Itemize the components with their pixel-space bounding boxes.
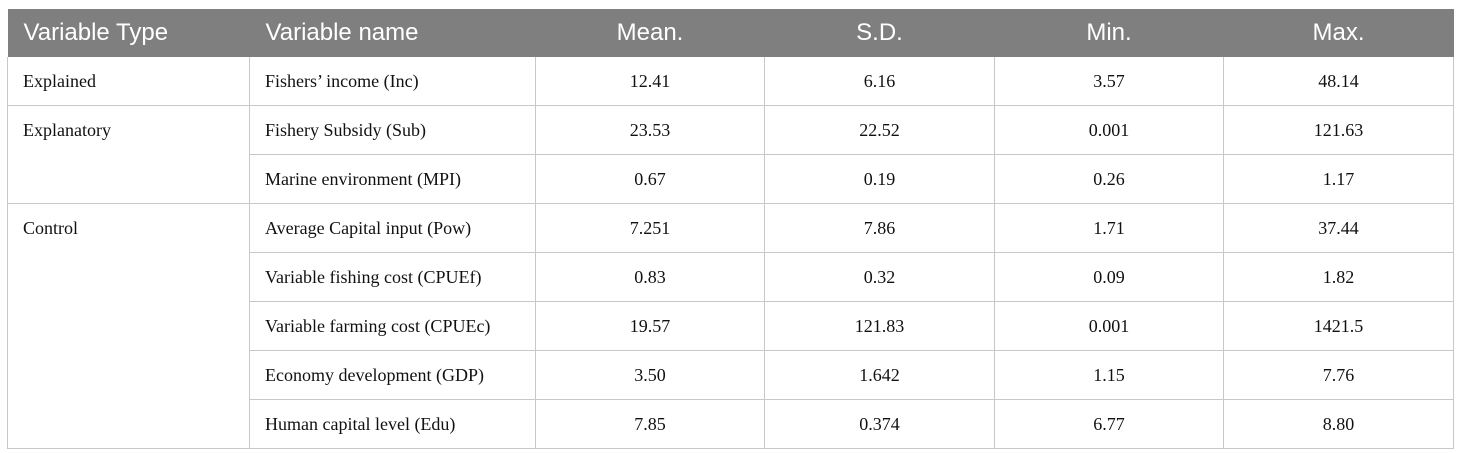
header-mean: Mean. xyxy=(535,9,765,57)
mean-cell: 7.251 xyxy=(535,203,765,253)
mean-cell: 0.83 xyxy=(535,252,765,302)
table-row: Control Average Capital input (Pow) 7.25… xyxy=(7,203,1454,253)
max-cell: 1.82 xyxy=(1223,252,1454,302)
table-row: Human capital level (Edu) 7.85 0.374 6.7… xyxy=(7,399,1454,449)
variable-name-cell: Human capital level (Edu) xyxy=(249,399,536,449)
variable-name-cell: Fishers’ income (Inc) xyxy=(249,57,536,106)
variable-name-cell: Variable farming cost (CPUEc) xyxy=(249,301,536,351)
header-max: Max. xyxy=(1223,9,1454,57)
mean-cell: 19.57 xyxy=(535,301,765,351)
table-row: Economy development (GDP) 3.50 1.642 1.1… xyxy=(7,350,1454,400)
header-sd: S.D. xyxy=(764,9,995,57)
sd-cell: 7.86 xyxy=(764,203,995,253)
table-row: Explained Fishers’ income (Inc) 12.41 6.… xyxy=(7,57,1454,106)
mean-cell: 0.67 xyxy=(535,154,765,204)
variable-type-cell xyxy=(7,350,250,400)
mean-cell: 12.41 xyxy=(535,57,765,106)
max-cell: 37.44 xyxy=(1223,203,1454,253)
header-variable-type: Variable Type xyxy=(7,9,250,57)
mean-cell: 3.50 xyxy=(535,350,765,400)
mean-cell: 7.85 xyxy=(535,399,765,449)
sd-cell: 0.374 xyxy=(764,399,995,449)
max-cell: 48.14 xyxy=(1223,57,1454,106)
variable-type-cell xyxy=(7,154,250,204)
sd-cell: 1.642 xyxy=(764,350,995,400)
descriptive-statistics-table: Variable Type Variable name Mean. S.D. M… xyxy=(7,9,1454,449)
variable-type-cell xyxy=(7,399,250,449)
min-cell: 0.001 xyxy=(994,105,1224,155)
table-row: Marine environment (MPI) 0.67 0.19 0.26 … xyxy=(7,154,1454,204)
variable-type-cell xyxy=(7,252,250,302)
sd-cell: 0.32 xyxy=(764,252,995,302)
max-cell: 7.76 xyxy=(1223,350,1454,400)
variable-name-cell: Economy development (GDP) xyxy=(249,350,536,400)
min-cell: 3.57 xyxy=(994,57,1224,106)
table-container: Variable Type Variable name Mean. S.D. M… xyxy=(7,9,1454,449)
sd-cell: 0.19 xyxy=(764,154,995,204)
variable-name-cell: Fishery Subsidy (Sub) xyxy=(249,105,536,155)
variable-name-cell: Variable fishing cost (CPUEf) xyxy=(249,252,536,302)
sd-cell: 121.83 xyxy=(764,301,995,351)
header-min: Min. xyxy=(994,9,1224,57)
min-cell: 0.001 xyxy=(994,301,1224,351)
variable-type-cell: Explained xyxy=(7,57,250,106)
variable-type-cell: Control xyxy=(7,203,250,253)
variable-name-cell: Average Capital input (Pow) xyxy=(249,203,536,253)
header-variable-name: Variable name xyxy=(249,9,536,57)
min-cell: 0.26 xyxy=(994,154,1224,204)
min-cell: 1.71 xyxy=(994,203,1224,253)
variable-type-cell xyxy=(7,301,250,351)
min-cell: 1.15 xyxy=(994,350,1224,400)
variable-name-cell: Marine environment (MPI) xyxy=(249,154,536,204)
table-row: Variable farming cost (CPUEc) 19.57 121.… xyxy=(7,301,1454,351)
max-cell: 121.63 xyxy=(1223,105,1454,155)
variable-type-cell: Explanatory xyxy=(7,105,250,155)
max-cell: 1421.5 xyxy=(1223,301,1454,351)
sd-cell: 6.16 xyxy=(764,57,995,106)
min-cell: 6.77 xyxy=(994,399,1224,449)
table-row: Explanatory Fishery Subsidy (Sub) 23.53 … xyxy=(7,105,1454,155)
mean-cell: 23.53 xyxy=(535,105,765,155)
max-cell: 8.80 xyxy=(1223,399,1454,449)
table-row: Variable fishing cost (CPUEf) 0.83 0.32 … xyxy=(7,252,1454,302)
header-row: Variable Type Variable name Mean. S.D. M… xyxy=(7,9,1454,57)
max-cell: 1.17 xyxy=(1223,154,1454,204)
min-cell: 0.09 xyxy=(994,252,1224,302)
sd-cell: 22.52 xyxy=(764,105,995,155)
